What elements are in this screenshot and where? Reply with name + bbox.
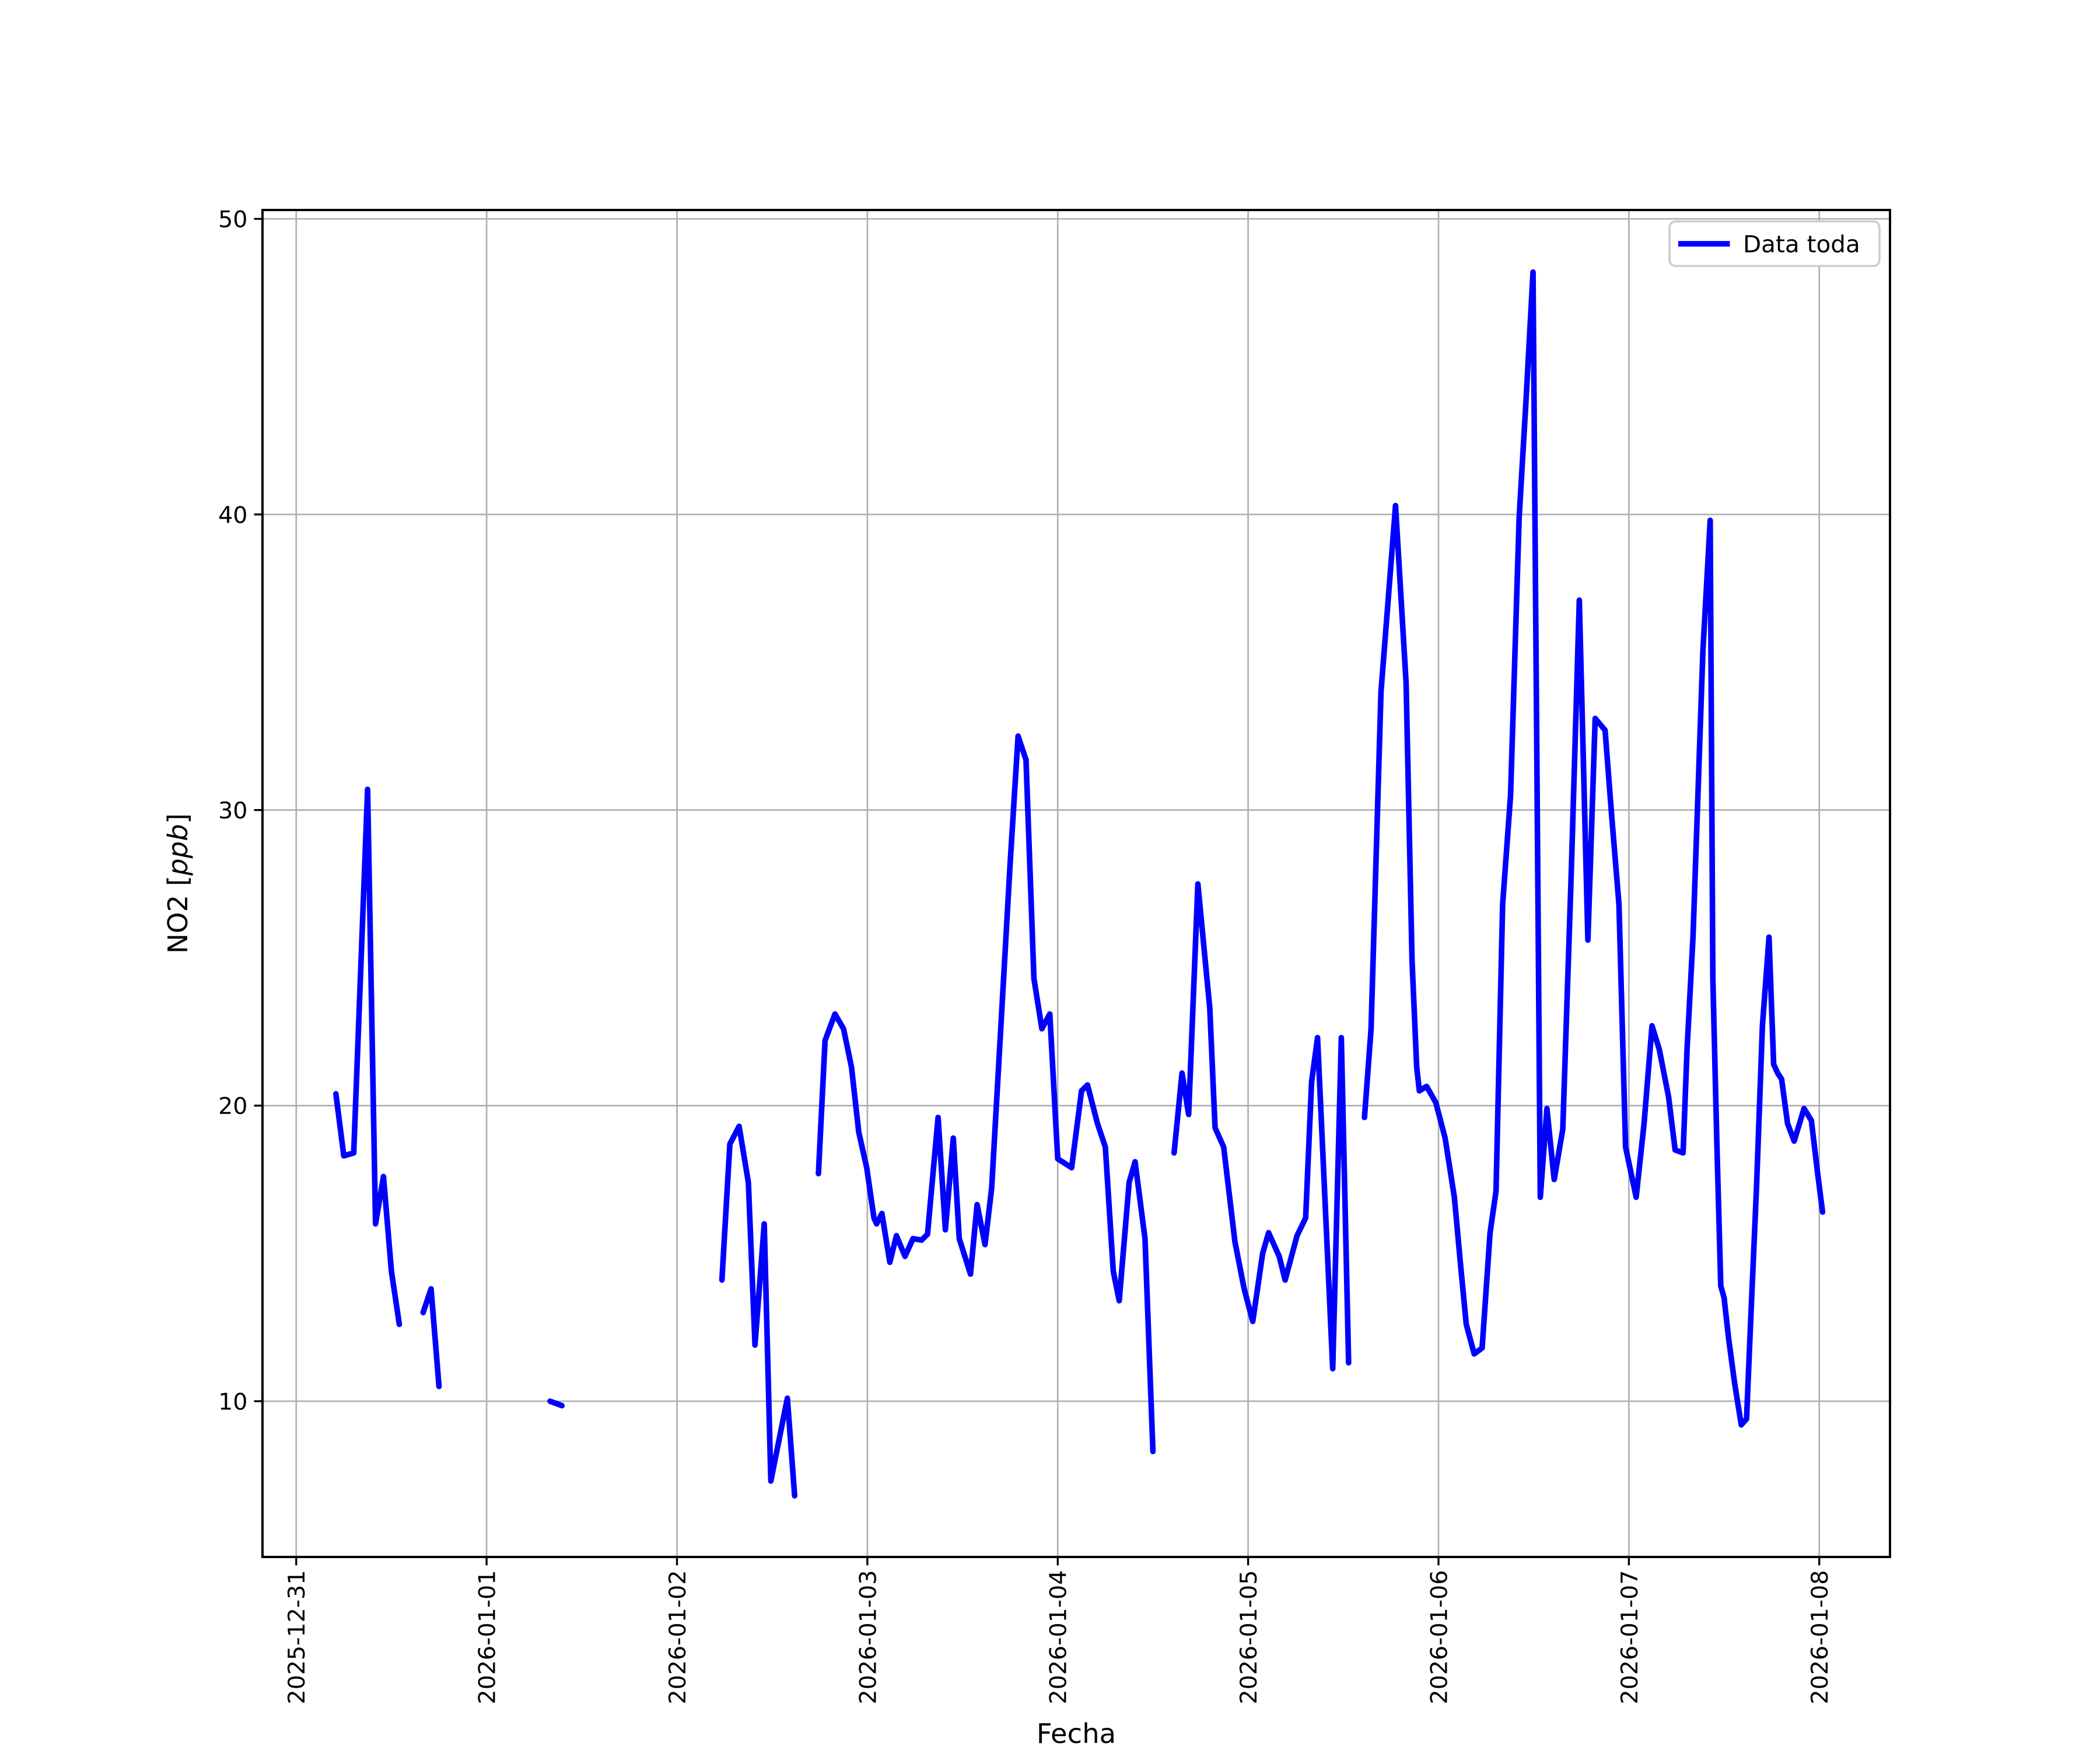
series-line-segment (547, 1398, 565, 1409)
x-tick-label: 2026-01-04 (1045, 1570, 1072, 1704)
plot-border (261, 209, 1891, 1559)
x-tick-label: 2026-01-06 (1426, 1570, 1452, 1704)
grid (262, 210, 1890, 1558)
series-line-segment (332, 786, 402, 1328)
x-axis-label: Fecha (1037, 1718, 1116, 1749)
data-series (332, 269, 1826, 1499)
x-tick-label: 2026-01-02 (664, 1570, 691, 1704)
y-tick-label: 50 (218, 206, 247, 233)
x-tick-label: 2026-01-07 (1616, 1570, 1643, 1704)
series-line-segment (1362, 269, 1826, 1428)
series-line-segment (1171, 881, 1352, 1372)
y-tick-label: 10 (218, 1388, 247, 1415)
legend-box (1668, 220, 1881, 267)
legend: Data toda (1668, 220, 1881, 267)
x-tick-label: 2025-12-31 (284, 1570, 310, 1704)
x-tick-label: 2026-01-01 (474, 1570, 501, 1704)
y-axis-ticks: 10 20 30 40 50 (218, 206, 262, 1415)
series-line-segment (816, 733, 1156, 1455)
legend-label: Data toda (1743, 230, 1860, 258)
x-tick-label: 2026-01-05 (1236, 1570, 1262, 1704)
y-tick-label: 30 (218, 797, 247, 824)
y-axis-label: NO2 [ppb] (162, 813, 194, 954)
x-axis-ticks: 2025-12-31 2026-01-01 2026-01-02 2026-01-03… (284, 1557, 1833, 1704)
x-tick-label: 2026-01-08 (1807, 1570, 1833, 1704)
series-line-segment (420, 1286, 442, 1390)
y-tick-label: 20 (218, 1093, 247, 1120)
y-tick-label: 40 (218, 502, 247, 528)
x-tick-label: 2026-01-03 (855, 1570, 881, 1704)
series-line-segment (719, 1124, 798, 1499)
